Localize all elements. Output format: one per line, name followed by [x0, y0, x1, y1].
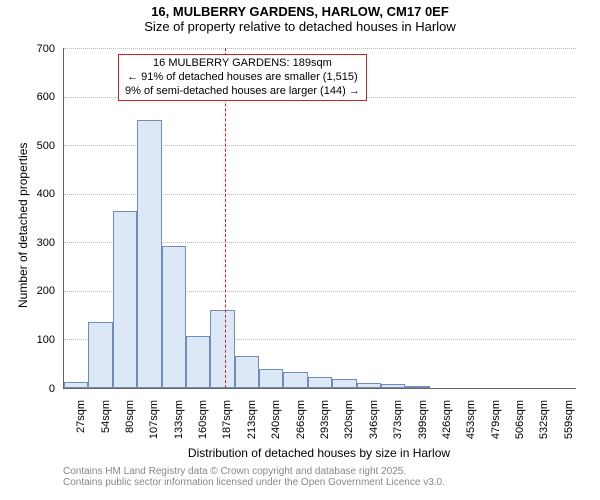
annotation-box: 16 MULBERRY GARDENS: 189sqm ← 91% of det…	[118, 54, 367, 101]
x-tick-label: 559sqm	[563, 400, 575, 450]
histogram-bar	[259, 369, 283, 388]
y-tick-label: 700	[0, 43, 55, 55]
x-tick-label: 373sqm	[392, 400, 404, 450]
footer-note: Contains HM Land Registry data © Crown c…	[63, 466, 445, 488]
x-tick-label: 426sqm	[441, 400, 453, 450]
histogram-bar	[381, 384, 405, 388]
chart-title: 16, MULBERRY GARDENS, HARLOW, CM17 0EF S…	[0, 4, 600, 34]
histogram-bar	[357, 383, 381, 388]
grid-line	[64, 48, 576, 49]
y-tick-label: 500	[0, 140, 55, 152]
x-tick-label: 479sqm	[490, 400, 502, 450]
x-tick-label: 240sqm	[270, 400, 282, 450]
y-tick-label: 0	[0, 383, 55, 395]
histogram-bar	[405, 386, 429, 388]
histogram-bar	[332, 379, 356, 388]
y-tick-label: 600	[0, 91, 55, 103]
x-tick-label: 532sqm	[538, 400, 550, 450]
x-tick-label: 160sqm	[197, 400, 209, 450]
x-tick-label: 187sqm	[221, 400, 233, 450]
histogram-bar	[162, 246, 186, 388]
histogram-bar	[308, 377, 332, 388]
y-tick-label: 100	[0, 334, 55, 346]
footer-line2: Contains public sector information licen…	[63, 477, 445, 488]
histogram-bar	[113, 211, 137, 388]
x-tick-label: 453sqm	[465, 400, 477, 450]
x-tick-label: 133sqm	[173, 400, 185, 450]
x-tick-label: 107sqm	[148, 400, 160, 450]
x-tick-label: 346sqm	[368, 400, 380, 450]
y-tick-label: 300	[0, 237, 55, 249]
y-tick-label: 200	[0, 285, 55, 297]
x-tick-label: 266sqm	[295, 400, 307, 450]
y-tick-label: 400	[0, 188, 55, 200]
annotation-line1: 16 MULBERRY GARDENS: 189sqm	[125, 57, 360, 71]
chart-container: 16, MULBERRY GARDENS, HARLOW, CM17 0EF S…	[0, 0, 600, 500]
x-tick-label: 293sqm	[319, 400, 331, 450]
histogram-bar	[88, 322, 112, 388]
x-tick-label: 54sqm	[100, 400, 112, 450]
annotation-line3: 9% of semi-detached houses are larger (1…	[125, 85, 360, 99]
annotation-line2: ← 91% of detached houses are smaller (1,…	[125, 71, 360, 85]
x-tick-label: 80sqm	[124, 400, 136, 450]
histogram-bar	[283, 372, 307, 388]
x-tick-label: 213sqm	[246, 400, 258, 450]
histogram-bar	[137, 120, 161, 388]
x-tick-label: 320sqm	[343, 400, 355, 450]
y-axis-title: Number of detached properties	[16, 143, 30, 308]
x-tick-label: 506sqm	[514, 400, 526, 450]
histogram-bar	[235, 356, 259, 388]
histogram-bar	[186, 336, 210, 388]
title-line1: 16, MULBERRY GARDENS, HARLOW, CM17 0EF	[0, 4, 600, 19]
x-tick-label: 399sqm	[417, 400, 429, 450]
x-tick-label: 27sqm	[75, 400, 87, 450]
footer-line1: Contains HM Land Registry data © Crown c…	[63, 466, 445, 477]
title-line2: Size of property relative to detached ho…	[0, 19, 600, 34]
histogram-bar	[64, 382, 88, 388]
histogram-bar	[210, 310, 234, 388]
